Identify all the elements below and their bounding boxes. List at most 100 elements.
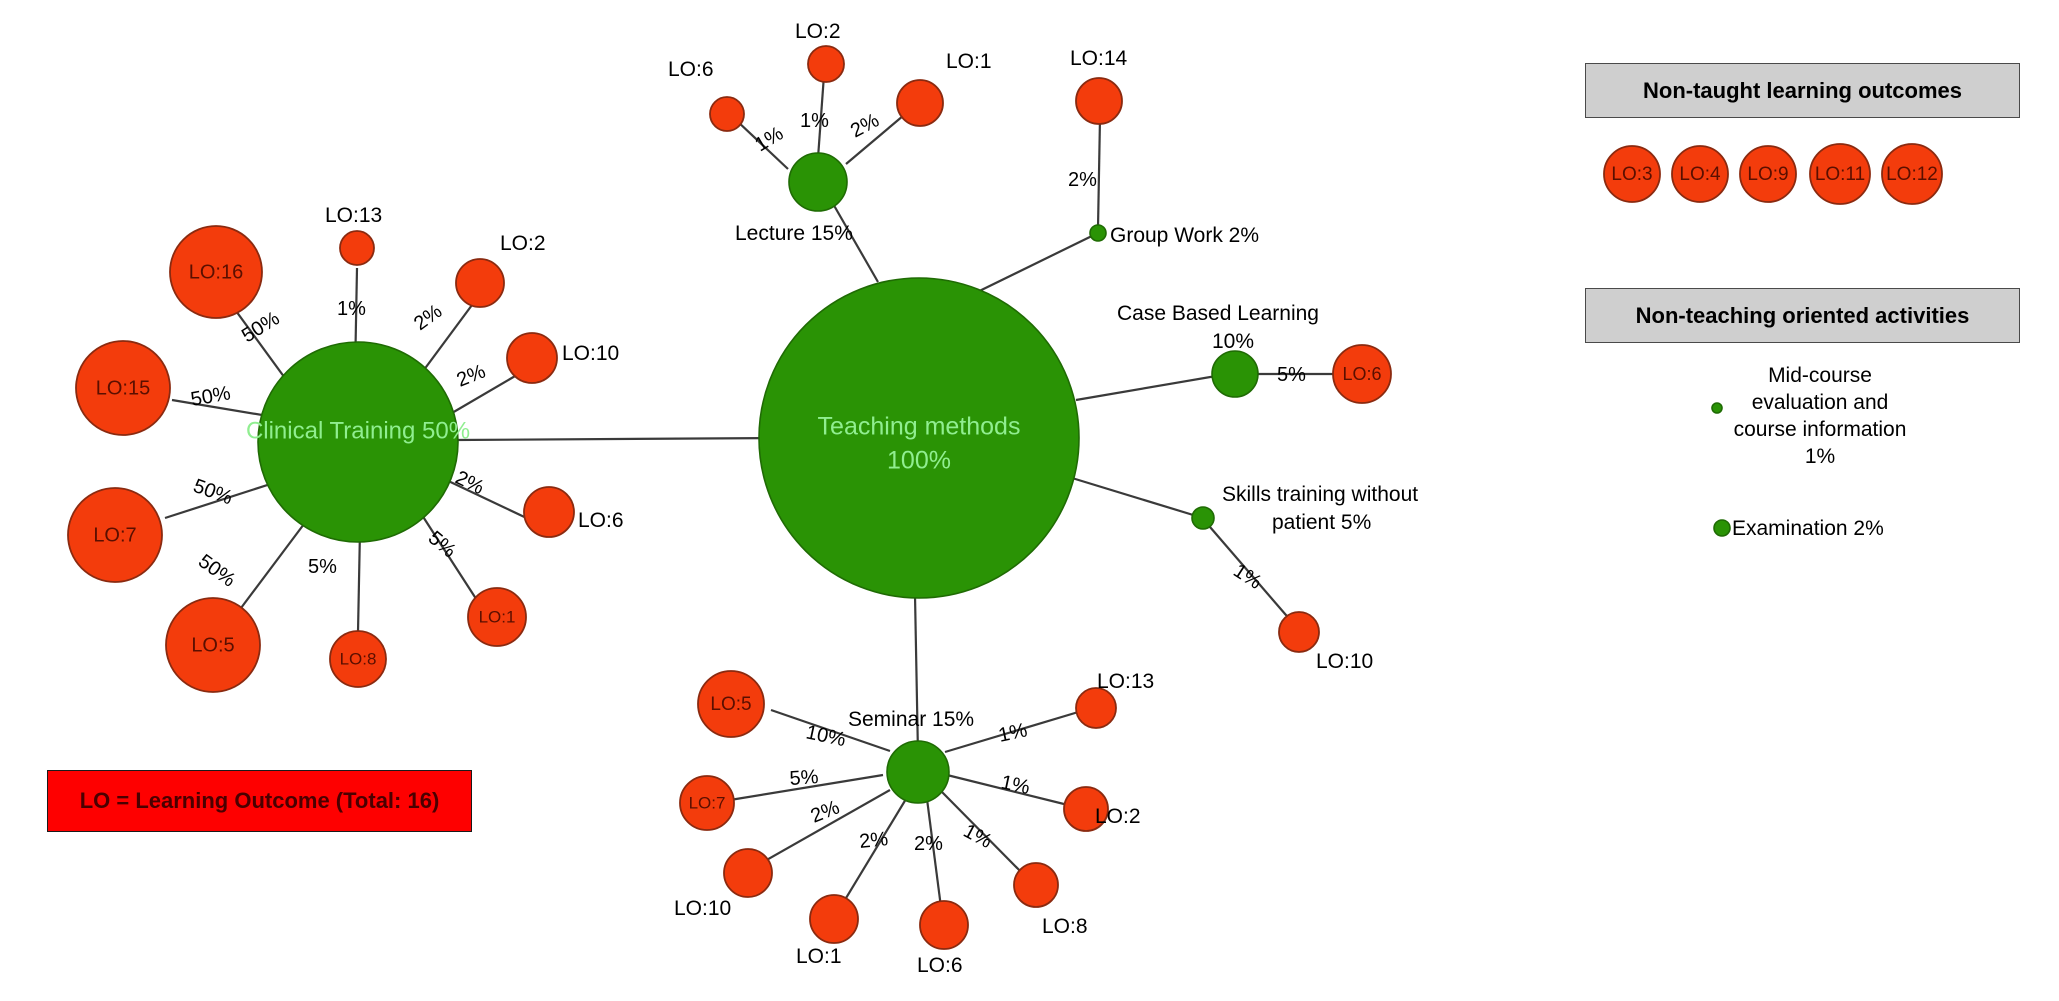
node-text-layer: Teaching methods 100% Clinical Training …	[93, 261, 1381, 812]
label-teaching-methods-line2: 100%	[887, 447, 951, 475]
panel-non-teaching-title: Non-teaching oriented activities	[1635, 302, 1970, 328]
outer-label-sem-lo2: LO:2	[1095, 805, 1141, 828]
node-lec-lo1[interactable]	[896, 79, 944, 127]
node-ct-lo8[interactable]	[329, 630, 387, 688]
edge-sem-lo2	[946, 773, 1073, 808]
node-ct-lo7[interactable]	[67, 487, 163, 583]
edge-root-clinical	[454, 436, 784, 442]
legend-text-examination: Examination 2%	[1732, 515, 1992, 542]
node-ct-lo1[interactable]	[467, 587, 527, 647]
node-st-lo10[interactable]	[1278, 611, 1320, 653]
edge-ct-lo7	[164, 478, 284, 520]
outer-label-lec-lo2: LO:2	[795, 20, 841, 43]
edge-ct-lo8	[356, 529, 362, 633]
outer-label-seminar: Seminar 15%	[848, 708, 974, 731]
pct-st-lo10: 1%	[1229, 560, 1265, 594]
label-cbl-lo6: LO:6	[1342, 364, 1381, 384]
node-sem-lo7[interactable]	[679, 775, 735, 831]
pct-sem-lo13: 1%	[996, 719, 1029, 747]
outer-label-group-work: Group Work 2%	[1110, 224, 1259, 247]
node-sem-lo1[interactable]	[809, 894, 859, 944]
node-ct-lo6[interactable]	[523, 486, 575, 538]
outer-label-ct-lo6: LO:6	[578, 509, 624, 532]
pct-ct-lo6: 2%	[452, 467, 488, 500]
node-lec-lo2[interactable]	[807, 45, 845, 83]
edge-root-skills	[1071, 476, 1204, 520]
node-clinical-training[interactable]	[257, 341, 459, 543]
edge-ct-lo5	[237, 515, 311, 613]
node-gw-lo14[interactable]	[1075, 77, 1123, 125]
node-lecture[interactable]	[788, 152, 848, 212]
legend-dot-examination[interactable]	[1713, 519, 1731, 537]
edge-sem-lo13	[944, 708, 1086, 754]
legend-dot-mid-course[interactable]	[1711, 402, 1723, 414]
legend-node-lo3[interactable]	[1603, 145, 1661, 203]
outer-label-case-based-line2: 10%	[1212, 330, 1254, 353]
edge-ct-lo1	[419, 511, 483, 609]
legend-node-lo11[interactable]	[1809, 143, 1871, 205]
pct-sem-lo7: 5%	[789, 766, 820, 790]
node-sem-lo6[interactable]	[919, 900, 969, 950]
node-seminar[interactable]	[886, 740, 950, 804]
outer-label-ct-lo10: LO:10	[562, 342, 619, 365]
outer-label-sem-lo1: LO:1	[796, 945, 842, 968]
node-ct-lo2[interactable]	[455, 258, 505, 308]
edge-sem-lo10	[755, 789, 891, 867]
legend-label-lo9: LO:9	[1747, 164, 1788, 185]
node-sem-lo5[interactable]	[697, 670, 765, 738]
label-clinical-training: Clinical Training 50%	[246, 417, 470, 444]
node-ct-lo10[interactable]	[506, 332, 558, 384]
node-ct-lo5[interactable]	[165, 597, 261, 693]
edge-sem-lo8	[940, 790, 1028, 879]
outer-label-sem-lo8: LO:8	[1042, 915, 1088, 938]
node-teaching-methods[interactable]	[758, 277, 1080, 599]
outer-label-st-lo10: LO:10	[1316, 650, 1373, 673]
node-lec-lo6[interactable]	[709, 96, 745, 132]
node-cbl-lo6[interactable]	[1332, 344, 1392, 404]
label-sem-lo5: LO:5	[710, 694, 751, 715]
legend-dot-layer	[1711, 402, 1731, 537]
panel-non-taught-title: Non-taught learning outcomes	[1643, 77, 1962, 103]
edge-sem-lo5	[770, 708, 891, 753]
pct-ct-lo1: 5%	[424, 527, 460, 563]
edge-gw-lo14	[1096, 117, 1102, 229]
node-sem-lo8[interactable]	[1013, 862, 1059, 908]
node-sem-lo10[interactable]	[723, 848, 773, 898]
node-ct-lo16[interactable]	[169, 225, 263, 319]
pct-sem-lo1: 2%	[858, 828, 889, 853]
panel-non-teaching-oriented-activities: Non-teaching oriented activities	[1585, 288, 2020, 343]
legend-red-layer: LO:3 LO:4 LO:9 LO:11 LO:12	[1603, 143, 1943, 205]
legend-label-lo4: LO:4	[1679, 164, 1721, 185]
label-teaching-methods-line1: Teaching methods	[818, 413, 1021, 441]
legend-node-lo4[interactable]	[1671, 145, 1729, 203]
outer-label-ct-lo2: LO:2	[500, 232, 546, 255]
label-ct-lo7: LO:7	[93, 524, 136, 546]
pct-gw-lo14: 2%	[1068, 169, 1097, 191]
node-skills-training[interactable]	[1191, 506, 1215, 530]
edge-layer	[164, 74, 1333, 916]
pct-sem-lo10: 2%	[808, 796, 843, 827]
legend-label-lo11: LO:11	[1815, 164, 1865, 185]
edge-lec-lo2	[816, 74, 826, 159]
node-case-based-learning[interactable]	[1211, 350, 1259, 398]
legend-node-lo12[interactable]	[1881, 143, 1943, 205]
outer-label-lecture: Lecture 15%	[735, 222, 853, 245]
pct-ct-lo7: 50%	[190, 475, 235, 509]
edge-lec-lo6	[735, 119, 789, 170]
outer-label-case-based-line1: Case Based Learning	[1117, 302, 1319, 325]
legend-node-lo9[interactable]	[1739, 145, 1797, 203]
label-ct-lo5: LO:5	[191, 634, 234, 656]
node-sem-lo13[interactable]	[1075, 687, 1117, 729]
pct-sem-lo8: 1%	[960, 820, 996, 853]
pct-lec-lo6: 1%	[751, 122, 787, 156]
mid-course-line4: 1%	[1804, 445, 1836, 468]
outer-label-layer: LO:13 LO:2 LO:10 LO:6 LO:6 LO:2 LO:1 Lec…	[325, 20, 1418, 977]
node-group-work[interactable]	[1089, 224, 1107, 242]
outer-label-gw-lo14: LO:14	[1070, 47, 1128, 70]
node-sem-lo2[interactable]	[1063, 786, 1109, 832]
pct-ct-lo8: 5%	[308, 556, 337, 578]
node-ct-lo15[interactable]	[75, 340, 171, 436]
node-ct-lo13[interactable]	[339, 230, 375, 266]
edge-lec-lo1	[845, 109, 911, 165]
outer-label-sem-lo13: LO:13	[1097, 670, 1154, 693]
